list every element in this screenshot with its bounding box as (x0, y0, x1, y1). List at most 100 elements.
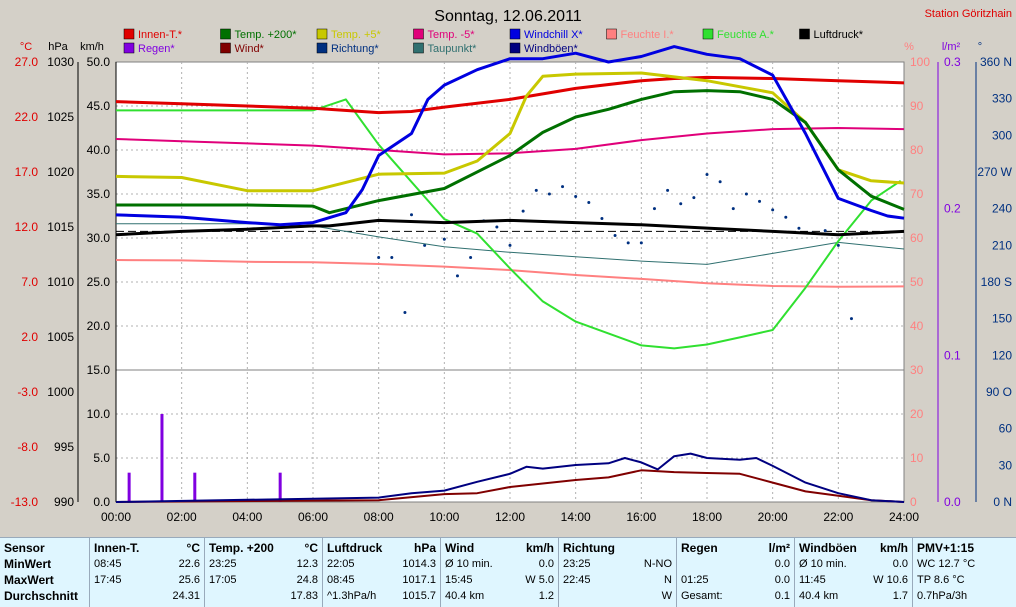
legend-swatch (123, 42, 135, 54)
station-name: Station Göritzhain (925, 8, 1012, 20)
stats-col-unit: hPa (413, 541, 436, 555)
direction-point (823, 229, 827, 233)
direction-point (836, 243, 840, 247)
legend-swatch (123, 28, 135, 40)
direction-point (705, 172, 709, 176)
tick-label-wind: 50.0 (87, 55, 111, 69)
stats-time: 01:25 (681, 574, 709, 586)
stats-time: 08:45 (94, 558, 122, 570)
tick-label-time: 20:00 (758, 510, 788, 524)
stats-value: N (664, 574, 672, 586)
series-line (115, 127, 905, 156)
tick-label-humidity: 60 (910, 231, 924, 245)
axis-unit-humidity: % (904, 41, 914, 53)
weather-chart: Sonntag, 12.06.2011 Station Göritzhain Inn… (11, 8, 1013, 524)
direction-point (508, 243, 512, 247)
stats-richtung-column: Richtung 23:25 N-NO 22:45 N W (559, 538, 677, 607)
stats-sensor-column: Sensor MinWert MaxWert Durchschnitt (0, 538, 90, 607)
stats-time: Gesamt: (681, 590, 723, 602)
stats-value: 24.8 (296, 574, 318, 586)
tick-label-time: 02:00 (167, 510, 197, 524)
direction-point (547, 192, 551, 196)
series-line (115, 452, 905, 503)
stats-value: 1017.1 (402, 574, 436, 586)
stats-col-title: Richtung (563, 541, 615, 555)
tick-label-direction: 300 (992, 128, 1012, 142)
legend-label: Windchill X* (524, 29, 583, 41)
rain-bar (193, 472, 197, 502)
legend-label: Richtung* (331, 43, 379, 55)
stats-time: 23:25 (563, 558, 591, 570)
legend-label: Luftdruck* (814, 29, 864, 41)
stats-col-title: Luftdruck (327, 541, 383, 555)
tick-label-direction: 180 S (981, 275, 1012, 289)
stats-time: 17:45 (94, 574, 122, 586)
stats-value: W 10.6 (873, 574, 908, 586)
legend-swatch (509, 28, 521, 40)
tick-label-direction: 210 (992, 238, 1012, 252)
tick-label-time: 00:00 (101, 510, 131, 524)
legend-label: Temp. -5* (428, 29, 476, 41)
stats-value: 22.6 (178, 558, 200, 570)
stats-col-title: Temp. +200 (209, 541, 274, 555)
tick-label-pressure: 1015 (47, 220, 74, 234)
tick-label-pressure: 995 (54, 440, 74, 454)
direction-point (587, 201, 591, 205)
tick-label-pressure: 990 (54, 495, 74, 509)
direction-point (758, 199, 762, 203)
stats-value: W (661, 590, 672, 602)
stats-value: WC 12.7 °C (917, 558, 976, 570)
series-line (115, 75, 905, 115)
direction-point (718, 180, 722, 184)
series-line (115, 259, 905, 288)
tick-label-time: 12:00 (495, 510, 525, 524)
direction-point (403, 311, 407, 315)
stats-col-unit: l/m² (768, 541, 790, 555)
legend-label: Temp. +5* (331, 29, 382, 41)
stats-value: N-NO (643, 558, 672, 570)
direction-point (495, 225, 499, 229)
tick-label-wind: 40.0 (87, 143, 111, 157)
tick-label-direction: 150 (992, 312, 1012, 326)
tick-label-wind: 30.0 (87, 231, 111, 245)
tick-label-direction: 120 (992, 348, 1012, 362)
tick-label-time: 18:00 (692, 510, 722, 524)
legend-label: Temp. +200* (235, 29, 298, 41)
stats-value: 24.31 (172, 590, 200, 602)
rain-bar (278, 472, 282, 502)
stats-time: 08:45 (327, 574, 355, 586)
tick-label-temp: -13.0 (11, 495, 39, 509)
direction-point (521, 209, 525, 213)
tick-label-direction: 0 N (993, 495, 1012, 509)
tick-label-temp: 17.0 (15, 165, 39, 179)
grid (116, 62, 904, 502)
stats-time: Ø 10 min. (799, 558, 847, 570)
stats-col-title: PMV+1:15 (917, 541, 975, 555)
direction-point (639, 241, 643, 245)
tick-label-time: 24:00 (889, 510, 919, 524)
tick-label-temp: 12.0 (15, 220, 39, 234)
direction-point (390, 256, 394, 260)
tick-label-time: 06:00 (298, 510, 328, 524)
tick-label-wind: 0.0 (93, 495, 110, 509)
stats-value: 25.6 (178, 574, 200, 586)
chart-title: Sonntag, 12.06.2011 (434, 8, 581, 25)
rain-bar (160, 414, 164, 502)
series-line (115, 218, 905, 237)
legend-swatch (413, 28, 424, 40)
stats-time: 15:45 (445, 574, 473, 586)
tick-label-time: 08:00 (364, 510, 394, 524)
legend-swatch (316, 42, 328, 54)
direction-point (410, 213, 413, 217)
axis-unit-direction: ° (978, 41, 982, 53)
stats-value: 1015.7 (402, 590, 436, 602)
legend-label: Wind* (235, 43, 265, 55)
direction-point (797, 226, 801, 230)
direction-point (442, 237, 446, 241)
tick-label-pressure: 1020 (47, 165, 74, 179)
tick-label-wind: 45.0 (87, 99, 111, 113)
stats-value: 1.7 (892, 590, 908, 602)
direction-point (600, 216, 604, 220)
tick-label-wind: 25.0 (87, 275, 111, 289)
direction-point (731, 207, 735, 211)
